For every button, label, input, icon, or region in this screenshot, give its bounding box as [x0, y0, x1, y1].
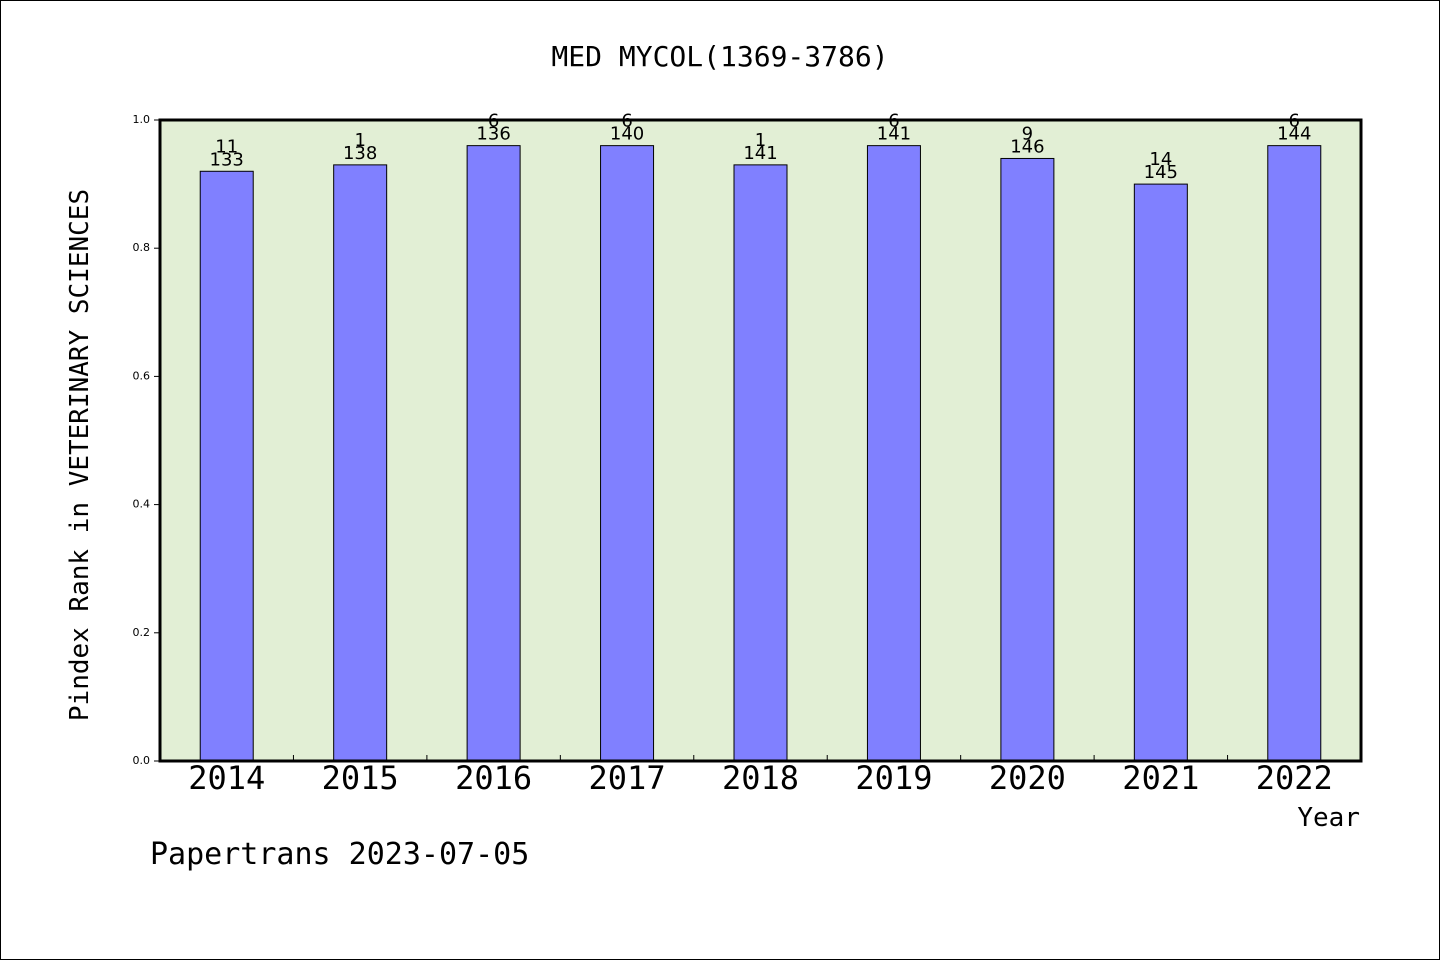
x-tick-label: 2021 — [1122, 759, 1199, 797]
bar-rank-label: 1 — [755, 130, 766, 151]
bar-total-label: 138 — [343, 143, 377, 164]
y-tick-label: 0.4 — [133, 498, 151, 511]
bar-total-label: 145 — [1144, 162, 1178, 183]
plot-border — [158, 118, 1363, 763]
bar — [199, 170, 254, 762]
y-tick-label: 1.0 — [133, 113, 151, 126]
bar — [733, 164, 788, 762]
bar-total-label: 133 — [210, 149, 244, 170]
bar-rank-label: 1 — [354, 130, 365, 151]
x-tick-label: 2020 — [989, 759, 1066, 797]
bar-rank-label: 14 — [1149, 149, 1172, 170]
x-axis-ticks: 2014 2015 2016 2017 2018 2019 2020 2021 2022 — [188, 755, 1333, 797]
bar-total-label: 141 — [877, 124, 911, 145]
x-tick-label: 2017 — [589, 759, 666, 797]
bar — [333, 164, 388, 762]
footer-credit: Papertrans 2023-07-05 — [150, 837, 529, 872]
bar — [1267, 145, 1322, 762]
bar-total-label: 144 — [1277, 124, 1311, 145]
bar-total-label: 146 — [1010, 136, 1044, 157]
x-tick-label: 2016 — [455, 759, 532, 797]
x-tick-label: 2022 — [1256, 759, 1333, 797]
bar — [866, 145, 921, 762]
x-tick-label: 2015 — [322, 759, 399, 797]
bar — [1000, 157, 1055, 762]
x-tick-label: 2014 — [188, 759, 265, 797]
y-tick-label: 0.6 — [133, 369, 151, 382]
bar — [600, 145, 655, 762]
bar-total-label: 140 — [610, 124, 644, 145]
bar-total-label: 136 — [476, 124, 510, 145]
x-tick-label: 2018 — [722, 759, 799, 797]
bar — [466, 145, 521, 762]
y-axis-label: Pindex Rank in VETERINARY SCIENCES — [65, 189, 95, 721]
x-axis-label: Year — [1297, 803, 1360, 833]
y-axis-ticks: 0.0 0.2 0.4 0.6 0.8 1.0 — [133, 113, 160, 767]
y-tick-label: 0.8 — [133, 241, 151, 254]
bar — [1133, 183, 1188, 762]
bar-total-label: 141 — [743, 143, 777, 164]
y-tick-label: 0.2 — [133, 626, 151, 639]
y-tick-label: 0.0 — [133, 754, 151, 767]
bar-series — [199, 145, 1322, 762]
chart-title: MED MYCOL(1369-3786) — [551, 40, 888, 73]
bar-rank-label: 9 — [1022, 123, 1033, 144]
x-tick-label: 2019 — [855, 759, 932, 797]
bar-rank-label: 11 — [215, 136, 238, 157]
